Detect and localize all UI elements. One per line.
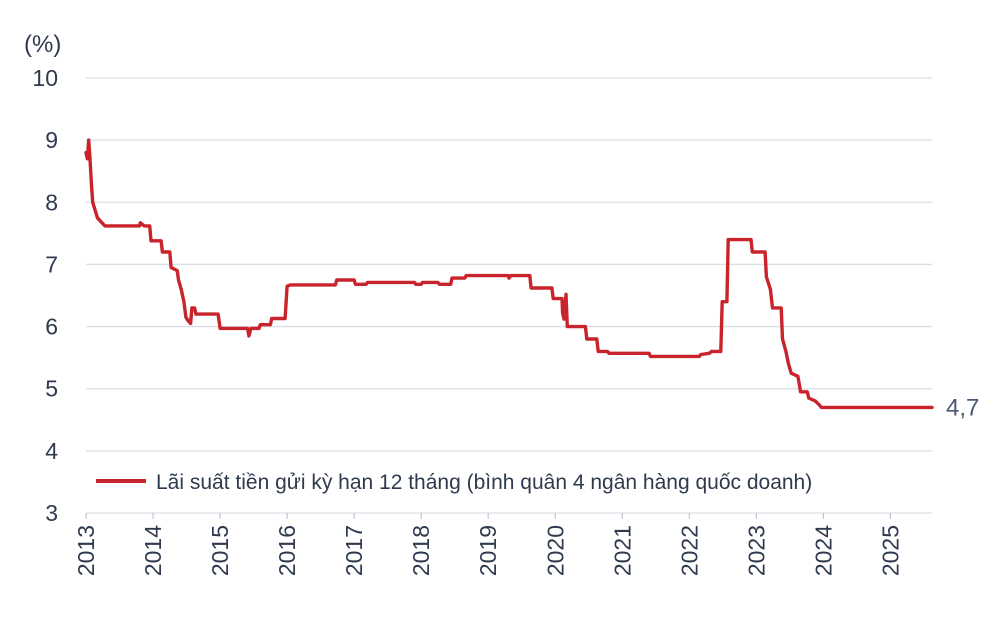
x-tick-label: 2024 [810, 525, 836, 576]
y-tick-label: 9 [45, 127, 58, 153]
x-tick-label: 2015 [207, 525, 233, 576]
x-tick-label: 2021 [609, 525, 635, 576]
x-tick-label: 2025 [877, 525, 903, 576]
y-tick-label: 3 [45, 500, 58, 526]
y-tick-label: 8 [45, 189, 58, 215]
x-tick-label: 2018 [408, 525, 434, 576]
legend-label: Lãi suất tiền gửi kỳ hạn 12 tháng (bình … [156, 471, 812, 494]
x-tick-label: 2014 [140, 525, 166, 576]
x-tick-label: 2013 [73, 525, 99, 576]
y-tick-label: 10 [32, 65, 58, 91]
end-value-label: 4,7 [946, 394, 979, 421]
series-line-0 [84, 138, 934, 410]
x-tick-label: 2022 [676, 525, 702, 576]
y-axis-unit-label: (%) [24, 31, 61, 58]
legend: Lãi suất tiền gửi kỳ hạn 12 tháng (bình … [96, 471, 812, 494]
x-tick-label: 2017 [341, 525, 367, 576]
y-tick-label: 5 [45, 376, 58, 402]
series-layer [84, 138, 934, 410]
grid [86, 77, 932, 514]
x-tick-label: 2020 [542, 525, 568, 576]
x-tick-label: 2016 [274, 525, 300, 576]
x-tick-label: 2023 [743, 525, 769, 576]
y-tick-label: 4 [45, 438, 58, 464]
x-axis-ticks: 2013 2014 2015 2016 2017 2018 2019 2020 2021 2022… [73, 513, 903, 576]
y-tick-label: 6 [45, 314, 58, 340]
x-tick-label: 2019 [475, 525, 501, 576]
y-axis-ticks: 10 9 8 7 6 5 4 3 [32, 65, 58, 526]
y-tick-label: 7 [45, 251, 58, 277]
